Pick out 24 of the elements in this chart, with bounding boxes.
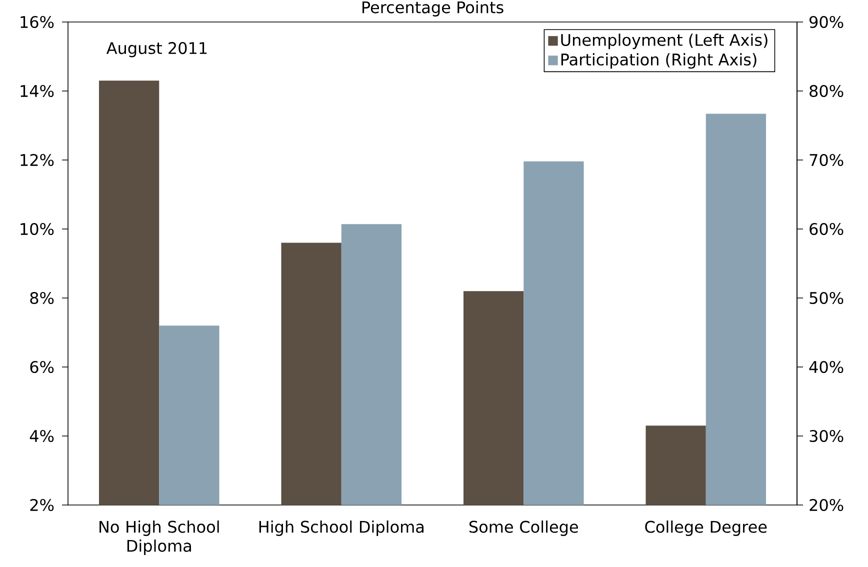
y-tick-label: 10% [20, 222, 54, 236]
y-tick-label: 2% [30, 498, 54, 512]
legend-label: Participation (Right Axis) [561, 53, 756, 69]
y2-tick-label: 80% [810, 84, 844, 98]
y-tick-label: 6% [30, 360, 54, 374]
y2-tick-label: 50% [810, 292, 844, 304]
legend-label: Unemployment (Left Axis) [561, 34, 768, 50]
y-tick-label: 12% [20, 154, 54, 166]
y2-tick-label: 40% [809, 360, 844, 374]
y2-tick-label: 60% [810, 222, 844, 236]
chart-title: Percentage Points [362, 0, 504, 16]
y-tick-label: 8% [30, 292, 54, 304]
y2-tick-label: 90% [810, 16, 844, 28]
y-tick-label: 16% [20, 16, 54, 28]
x-tick-label: College Degree [645, 520, 767, 536]
x-tick-label: Some College [469, 520, 578, 536]
y2-tick-label: 20% [810, 498, 844, 512]
x-tick-label: High School Diploma [259, 520, 424, 536]
annotation: August 2011 [106, 42, 207, 58]
y-tick-label: 4% [30, 430, 54, 442]
y2-tick-label: 70% [810, 154, 844, 166]
y-tick-label: 14% [20, 84, 54, 98]
x-tick-label: No High School Diploma [100, 520, 219, 555]
y2-tick-label: 30% [810, 430, 844, 442]
